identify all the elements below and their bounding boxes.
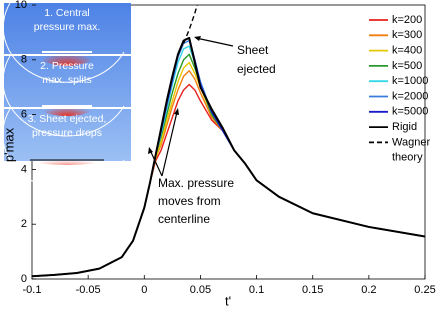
annotation: Sheet ejected Max. pressure moves from c… bbox=[148, 36, 276, 226]
x-tick-label: -0.1 bbox=[23, 284, 42, 296]
legend-label: k=200 bbox=[392, 14, 422, 26]
legend-label: Wagner theory bbox=[392, 136, 433, 163]
x-tick-label: 0.25 bbox=[414, 284, 435, 296]
annotation-text: centerline bbox=[158, 212, 210, 226]
y-tick-label: 2 bbox=[21, 218, 27, 230]
y-axis-label: p'max bbox=[1, 127, 16, 162]
annotation-text: ejected bbox=[237, 62, 276, 76]
legend-label: k=1000 bbox=[392, 75, 428, 87]
x-tick-label: 0.05 bbox=[190, 284, 211, 296]
y-tick-label: 0 bbox=[21, 273, 27, 285]
legend-label: k=2000 bbox=[392, 90, 428, 102]
inset-label: 2. Pressure bbox=[40, 60, 94, 72]
legend-label: k=5000 bbox=[392, 106, 428, 118]
y-tick-label: 10 bbox=[15, 0, 27, 11]
legend-label: k=400 bbox=[392, 45, 422, 57]
x-tick-label: 0.15 bbox=[302, 284, 323, 296]
y-tick-label: 8 bbox=[21, 54, 27, 66]
legend-label: Rigid bbox=[392, 121, 417, 133]
series-line bbox=[32, 36, 425, 278]
legend-label: k=500 bbox=[392, 60, 422, 72]
legend-label: k=300 bbox=[392, 29, 422, 41]
inset-label: 1. Central bbox=[44, 7, 90, 19]
inset-label: 3. Sheet ejected, bbox=[28, 113, 107, 125]
x-tick-label: 0.1 bbox=[249, 284, 264, 296]
inset: 1. Central pressure max. 2. Pressure max… bbox=[2, 2, 131, 191]
legend: k=200 k=300 k=400 k=500 k=1000 k=2000 k=5000 Ri… bbox=[369, 14, 433, 163]
y-tick-label: 6 bbox=[21, 109, 27, 121]
x-tick-label: 0.2 bbox=[361, 284, 376, 296]
y-tick-label: 4 bbox=[21, 163, 27, 175]
inset-label: pressure drops bbox=[32, 127, 102, 139]
x-tick-label: -0.05 bbox=[76, 284, 101, 296]
x-axis-label: t' bbox=[225, 293, 231, 308]
annotation-text: Sheet bbox=[237, 43, 269, 57]
x-tick-label: 0 bbox=[141, 284, 147, 296]
annotation-text: moves from bbox=[158, 194, 221, 208]
annotation-text: Max. pressure bbox=[158, 176, 234, 190]
inset-label: pressure max. bbox=[34, 21, 101, 33]
inset-label: max. splits bbox=[42, 74, 92, 86]
